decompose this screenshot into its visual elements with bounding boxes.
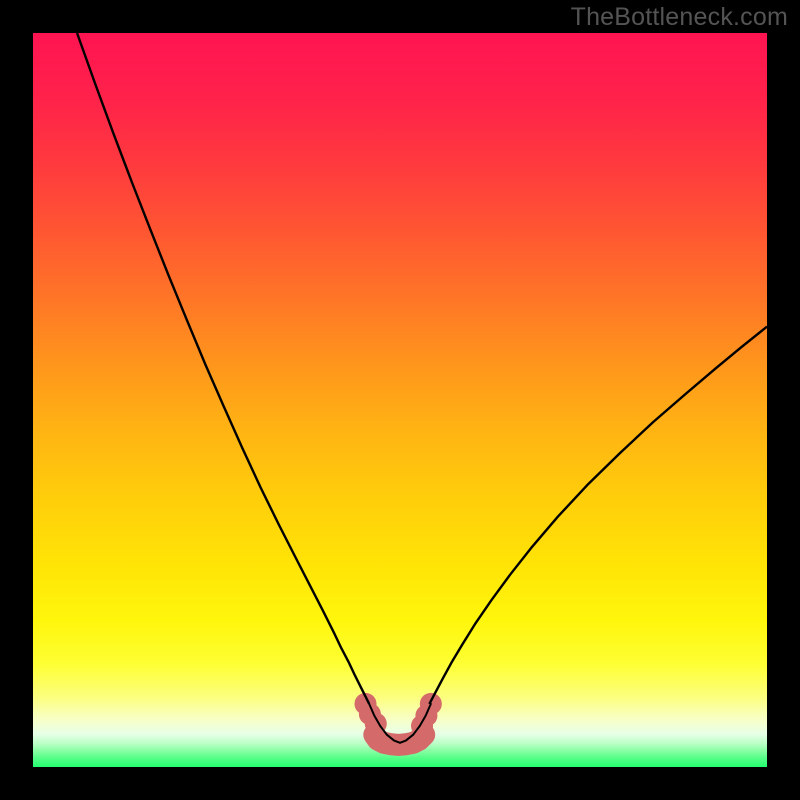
- plot-area: [33, 33, 767, 767]
- bottleneck-curve-plot: [33, 33, 767, 767]
- watermark-text: TheBottleneck.com: [571, 3, 788, 32]
- gradient-background: [33, 33, 767, 767]
- chart-frame: TheBottleneck.com: [0, 0, 800, 800]
